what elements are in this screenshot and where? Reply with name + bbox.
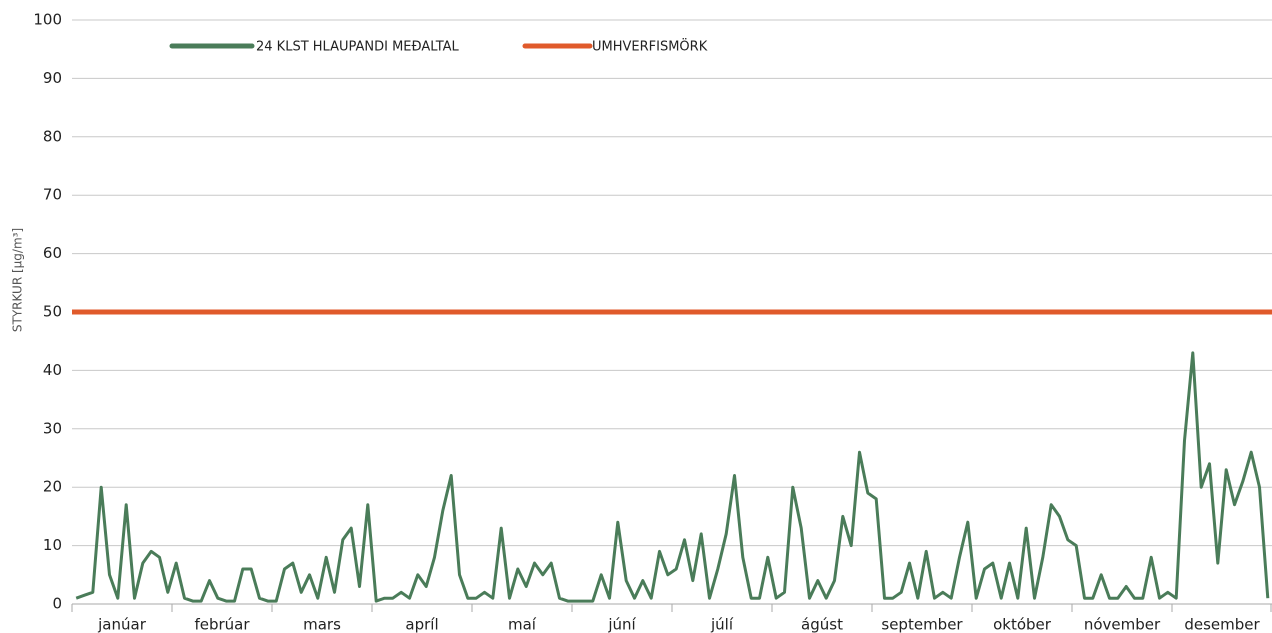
legend-label: UMHVERFISMÖRK	[592, 38, 708, 55]
x-tick-label: ágúst	[801, 616, 843, 633]
x-tick-label: apríl	[405, 616, 438, 633]
legend-label: 24 KLST HLAUPANDI MEÐALTAL	[256, 40, 460, 55]
data-line	[75, 351, 1270, 603]
y-tick-label: 30	[43, 419, 62, 437]
y-tick-label: 50	[43, 303, 62, 321]
y-tick-label: 0	[52, 595, 62, 613]
y-tick-label: 60	[43, 244, 62, 262]
y-tick-label: 80	[43, 127, 62, 145]
x-tick-label: mars	[303, 616, 341, 633]
y-tick-label: 100	[33, 11, 62, 29]
x-tick-label: maí	[508, 616, 537, 633]
y-axis-label: STYRKUR [µg/m³]	[11, 228, 25, 332]
x-tick-label: september	[881, 616, 963, 633]
x-tick-label: febrúar	[194, 616, 250, 633]
y-tick-label: 20	[43, 478, 62, 496]
y-tick-label: 90	[43, 69, 62, 87]
x-tick-label: desember	[1184, 616, 1260, 633]
y-tick-label: 10	[43, 536, 62, 554]
x-tick-label: júní	[607, 616, 636, 633]
x-tick-label: nóvember	[1084, 616, 1161, 633]
x-tick-label: júlí	[710, 616, 734, 633]
y-tick-label: 40	[43, 361, 62, 379]
y-tick-label: 70	[43, 186, 62, 204]
x-tick-label: janúar	[97, 616, 147, 633]
x-tick-label: október	[993, 616, 1052, 633]
